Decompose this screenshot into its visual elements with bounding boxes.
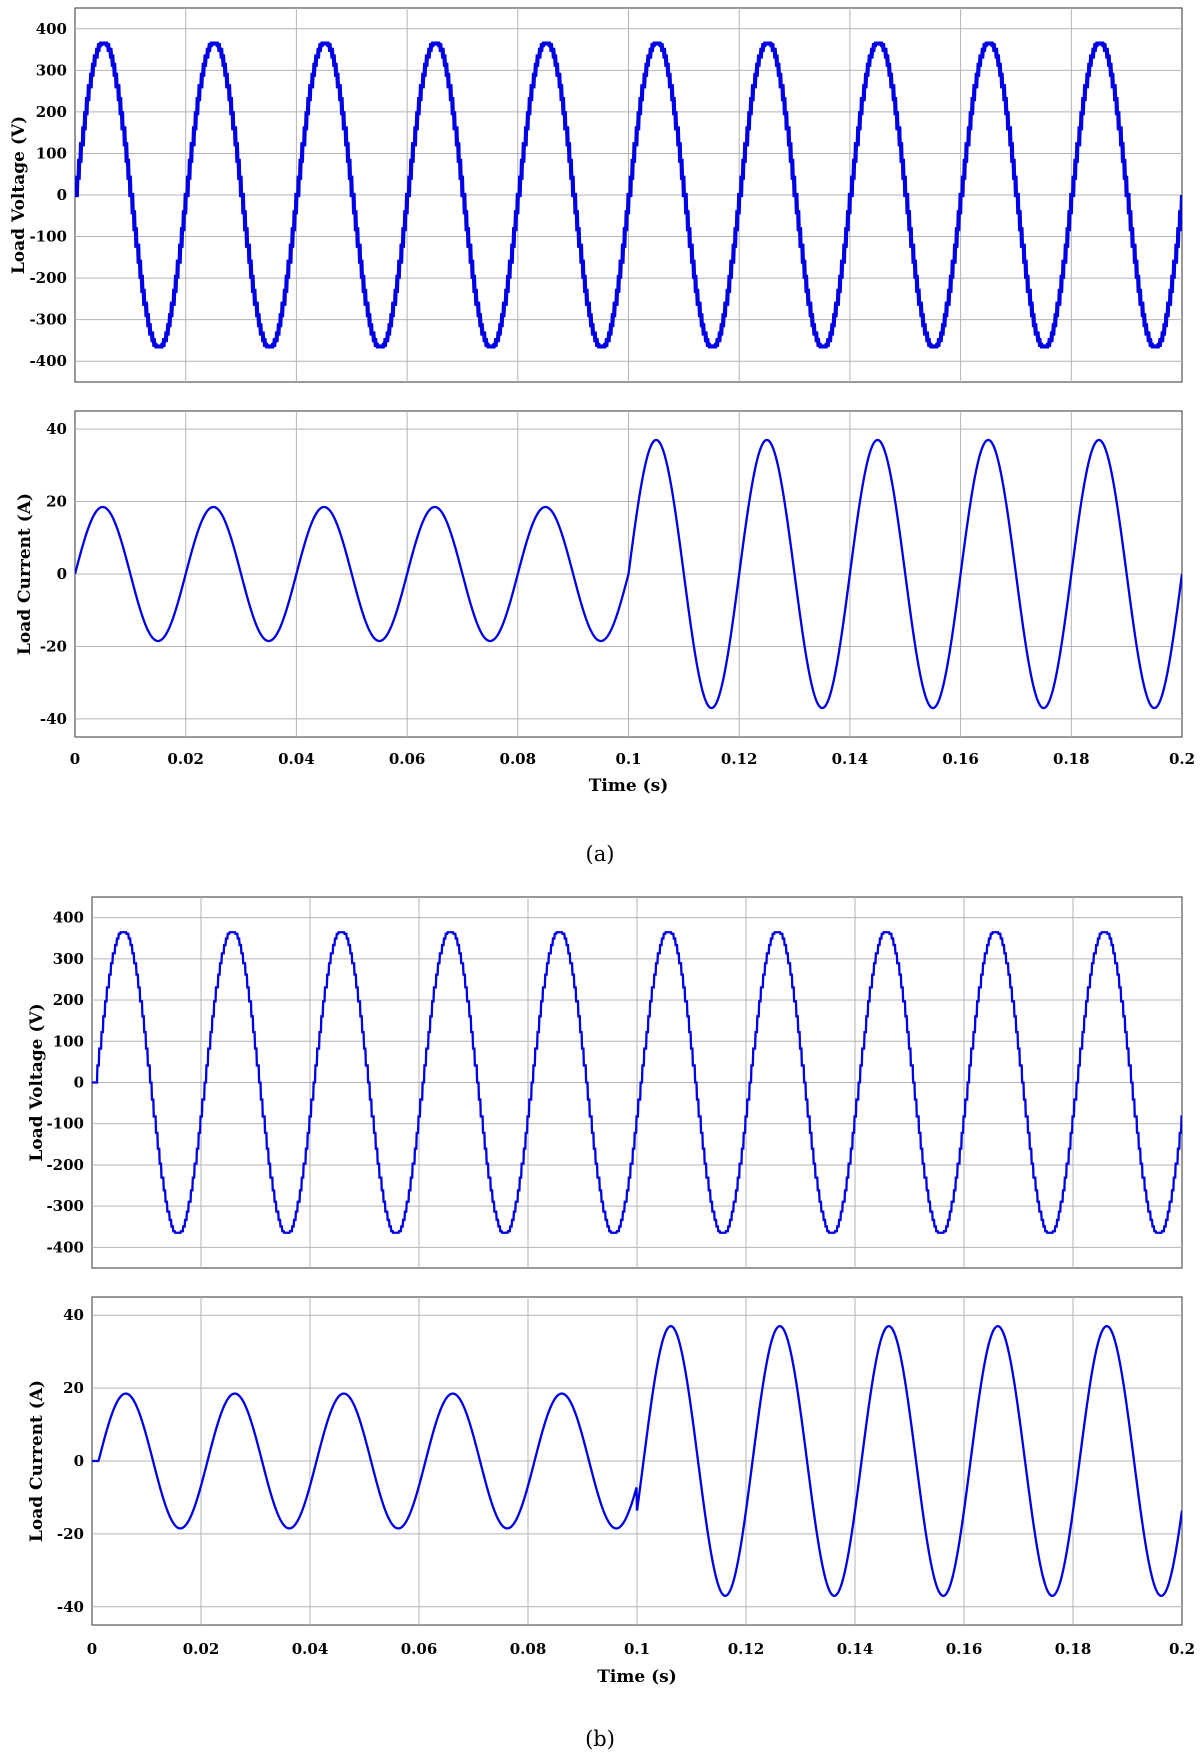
x-tick-label: 0.12 [721, 750, 758, 768]
y-tick-label: 200 [36, 103, 67, 121]
y-tick-label: -200 [46, 1156, 84, 1174]
y-tick-label: -400 [46, 1238, 84, 1256]
x-tick-label: 0.04 [278, 750, 315, 768]
y-tick-label: 200 [53, 991, 84, 1009]
y-tick-label: 400 [36, 20, 67, 38]
y-tick-label: -40 [40, 710, 67, 728]
x-tick-label: 0.1 [624, 1640, 650, 1658]
x-tick-label: 0.14 [837, 1640, 874, 1658]
y-tick-label: 100 [36, 144, 67, 162]
subfigure-label-b: (b) [585, 1727, 615, 1751]
series-line [92, 1325, 1182, 1597]
panel-a-current: -40 -20 0 20 40 Load Current (A) 0 0.02 0.04 0.06… [15, 410, 1195, 796]
y-axis-label: Load Voltage (V) [27, 1003, 47, 1161]
y-tick-label: 300 [36, 61, 67, 79]
y-tick-label: -200 [29, 269, 67, 287]
x-tick-label: 0.06 [401, 1640, 438, 1658]
y-tick-label: -100 [46, 1115, 84, 1133]
y-tick-label: -20 [57, 1525, 84, 1543]
y-tick-label: -20 [40, 637, 67, 655]
y-tick-label: 0 [57, 565, 67, 583]
x-tick-label: 0.08 [510, 1640, 547, 1658]
x-tick-label: 0.08 [500, 750, 537, 768]
y-tick-label: -300 [46, 1197, 84, 1215]
x-tick-label: 0 [87, 1640, 97, 1658]
panel-b-voltage: -400 -300 -200 -100 0 100 200 300 400 Load Voltag… [27, 896, 1183, 1269]
y-tick-label: -40 [57, 1598, 84, 1616]
x-axis-label: Time (s) [597, 1667, 677, 1687]
x-tick-label: 0.18 [1055, 1640, 1092, 1658]
x-tick-label: 0 [70, 750, 80, 768]
x-tick-label: 0.02 [183, 1640, 220, 1658]
x-tick-label: 0.1 [615, 750, 641, 768]
y-tick-label: 300 [53, 950, 84, 968]
panel-a-voltage: -400 -300 -200 -100 0 100 200 300 400 Load Voltag… [9, 7, 1183, 383]
subfigure-label-a: (a) [586, 842, 615, 866]
x-tick-label: 0.16 [942, 750, 979, 768]
y-tick-label: 0 [57, 186, 67, 204]
x-tick-label: 0.12 [728, 1640, 765, 1658]
y-tick-label: 20 [63, 1379, 84, 1397]
y-tick-label: 40 [63, 1306, 84, 1324]
x-tick-label: 0.06 [389, 750, 426, 768]
y-tick-label: 0 [74, 1452, 84, 1470]
panel-b-current: -40 -20 0 20 40 Load Current (A) 0 0.02 0.04 0.06… [27, 1296, 1195, 1687]
x-axis-label: Time (s) [589, 776, 669, 796]
y-tick-label: -400 [29, 352, 67, 370]
y-axis-label: Load Voltage (V) [9, 116, 29, 274]
x-tick-label: 0.2 [1169, 1640, 1195, 1658]
x-tick-label: 0.14 [832, 750, 869, 768]
y-tick-label: 20 [46, 493, 67, 511]
y-axis-label: Load Current (A) [27, 1380, 47, 1542]
series-line [75, 41, 1182, 349]
x-tick-label: 0.16 [946, 1640, 983, 1658]
x-tick-label: 0.04 [292, 1640, 329, 1658]
y-tick-label: 400 [53, 909, 84, 927]
series-line [92, 931, 1182, 1234]
x-tick-label: 0.2 [1169, 750, 1195, 768]
y-tick-label: -300 [29, 311, 67, 329]
series-line [75, 438, 1182, 710]
y-tick-label: 0 [74, 1074, 84, 1092]
y-tick-label: 40 [46, 420, 67, 438]
x-tick-label: 0.02 [167, 750, 204, 768]
y-tick-label: 100 [53, 1032, 84, 1050]
y-tick-label: -100 [29, 228, 67, 246]
x-tick-label: 0.18 [1053, 750, 1090, 768]
y-axis-label: Load Current (A) [15, 493, 35, 655]
